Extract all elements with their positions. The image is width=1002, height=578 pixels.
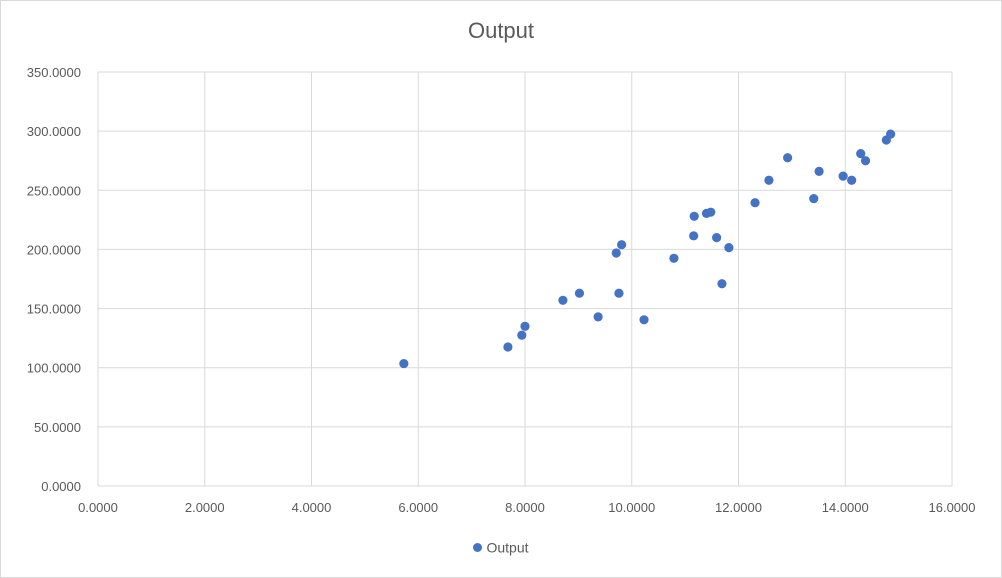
- data-point: [764, 175, 774, 185]
- data-points: [399, 129, 896, 369]
- x-tick-label: 2.0000: [185, 500, 225, 515]
- data-point: [617, 240, 627, 250]
- data-point: [706, 207, 716, 217]
- data-point: [503, 342, 513, 352]
- data-point: [517, 330, 527, 340]
- data-point: [689, 211, 699, 221]
- data-point: [724, 243, 734, 253]
- x-tick-label: 14.0000: [822, 500, 869, 515]
- x-tick-label: 4.0000: [292, 500, 332, 515]
- data-point: [593, 312, 603, 322]
- data-point: [689, 231, 699, 241]
- legend-marker-icon: [473, 542, 483, 552]
- y-tick-label: 0.0000: [41, 479, 81, 494]
- data-point: [847, 175, 857, 185]
- data-point: [750, 198, 760, 208]
- data-point: [860, 156, 871, 166]
- data-point: [611, 248, 621, 258]
- x-tick-label: 6.0000: [398, 500, 438, 515]
- data-point: [399, 358, 409, 369]
- y-tick-label: 250.0000: [27, 183, 81, 198]
- y-tick-label: 150.0000: [27, 302, 81, 317]
- data-point: [712, 233, 722, 243]
- x-tick-label: 16.0000: [929, 500, 976, 515]
- data-point: [814, 166, 824, 176]
- data-point: [639, 315, 649, 325]
- y-tick-label: 100.0000: [27, 361, 81, 376]
- x-tick-label: 10.0000: [608, 500, 655, 515]
- y-tick-label: 350.0000: [27, 65, 81, 80]
- y-tick-label: 50.0000: [34, 420, 81, 435]
- data-point: [558, 295, 568, 305]
- data-point: [886, 129, 896, 139]
- data-point: [809, 193, 819, 204]
- chart-title: Output: [467, 18, 535, 43]
- gridlines: [97, 71, 953, 487]
- data-point: [717, 279, 727, 289]
- data-point: [783, 153, 793, 163]
- data-point: [520, 321, 530, 331]
- data-point: [614, 288, 624, 298]
- x-tick-label: 12.0000: [715, 500, 762, 515]
- data-point: [838, 171, 848, 181]
- y-tick-label: 300.0000: [27, 124, 81, 139]
- data-point: [669, 253, 679, 263]
- data-point: [856, 149, 866, 159]
- y-tick-label: 200.0000: [27, 242, 81, 257]
- data-point: [574, 288, 585, 298]
- x-tick-label: 0.0000: [78, 500, 118, 515]
- x-tick-label: 8.0000: [505, 500, 545, 515]
- tick-labels: 0.0000 2.0000 4.0000 6.0000 8.0000 10.0000 12.…: [27, 65, 976, 515]
- legend-label: Output: [486, 539, 529, 556]
- legend: Output: [0, 538, 1002, 555]
